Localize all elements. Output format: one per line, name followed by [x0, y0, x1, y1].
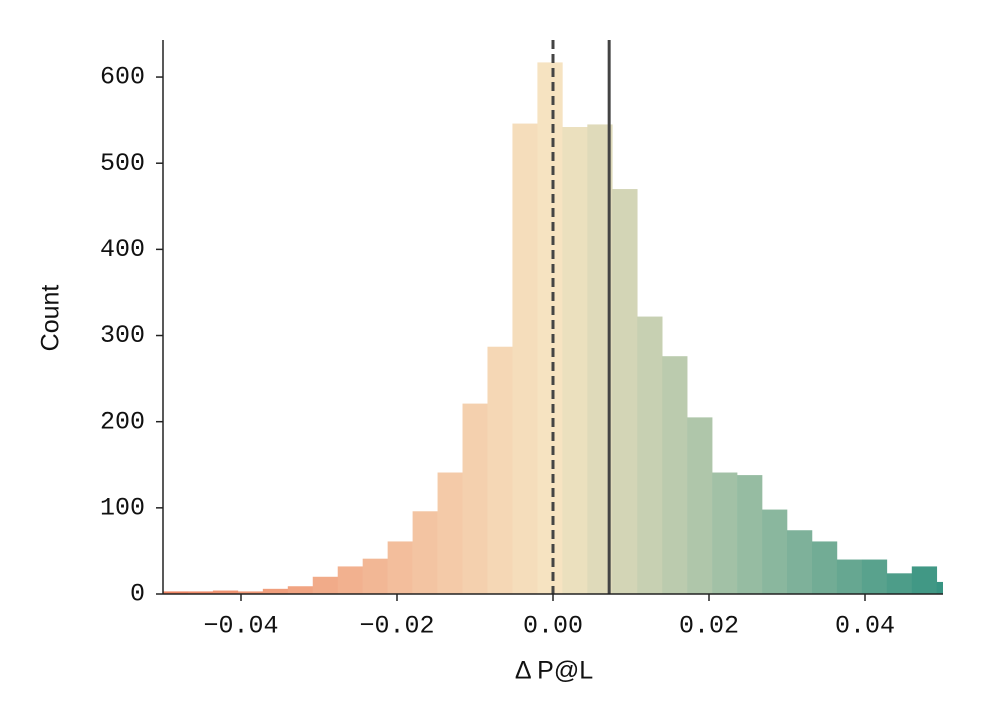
bar [787, 530, 813, 594]
x-axis-label: Δ P@L [515, 657, 593, 685]
x-tick-label: −0.02 [359, 612, 434, 641]
bar [762, 509, 788, 594]
bar [437, 472, 463, 594]
bar [836, 559, 863, 594]
bar [262, 588, 289, 594]
x-tick-label: 0.00 [523, 612, 583, 641]
y-axis-label: Count [37, 285, 65, 352]
bar [936, 581, 943, 594]
bars [163, 62, 943, 594]
y-tick-label: 0 [130, 580, 145, 609]
bar [886, 573, 913, 594]
bar [861, 559, 888, 594]
y-tick-label: 200 [100, 407, 145, 436]
bar [237, 591, 264, 594]
bar [412, 511, 438, 594]
x-tick-label: −0.04 [203, 612, 278, 641]
bar [387, 541, 413, 594]
y-tick-label: 100 [100, 493, 145, 522]
bar [287, 586, 314, 594]
bar [362, 558, 388, 594]
bar [662, 356, 688, 594]
bar [512, 123, 538, 594]
y-tick-label: 300 [100, 321, 145, 350]
y-tick-label: 400 [100, 235, 145, 264]
bar [712, 472, 738, 594]
bar [487, 346, 513, 594]
y-tick-label: 500 [100, 149, 145, 178]
bar [337, 566, 363, 594]
bar [537, 62, 563, 594]
bar [187, 591, 214, 594]
bar [462, 403, 488, 594]
x-tick-label: 0.02 [679, 612, 739, 641]
x-tick-label: 0.04 [835, 612, 895, 641]
bar [811, 541, 838, 594]
bar [911, 566, 938, 594]
bar [687, 417, 713, 594]
y-tick-label: 600 [100, 63, 145, 92]
bar [312, 576, 339, 594]
bar [737, 475, 763, 594]
bar [562, 127, 588, 594]
bar [612, 189, 638, 594]
bar [163, 591, 189, 594]
bar [212, 590, 239, 594]
bar [637, 316, 663, 594]
